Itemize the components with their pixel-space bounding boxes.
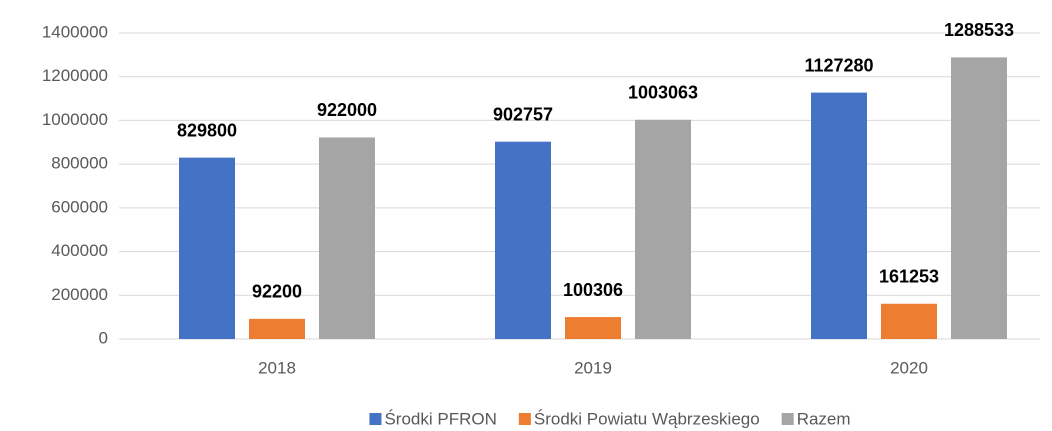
data-label: 922000 [317, 100, 377, 120]
x-tick-label: 2018 [258, 358, 296, 377]
y-tick-label: 1200000 [42, 66, 108, 85]
bar [635, 119, 691, 339]
bar [811, 92, 867, 340]
bar [881, 303, 937, 339]
bar [495, 141, 551, 339]
legend-label: Razem [797, 409, 851, 428]
x-tick-label: 2020 [890, 358, 928, 377]
data-label: 1127280 [804, 55, 873, 75]
bar [179, 157, 235, 339]
bar [319, 137, 375, 339]
y-tick-label: 400000 [51, 241, 108, 260]
data-label: 92200 [252, 282, 302, 302]
data-label: 1288533 [944, 20, 1014, 40]
data-label: 902757 [493, 104, 553, 124]
legend: Środki PFRON Środki Powiatu Wąbrzeskiego R… [369, 409, 851, 428]
data-label: 829800 [177, 120, 237, 140]
data-label: 161253 [879, 267, 939, 287]
y-tick-label: 600000 [51, 197, 108, 216]
y-tick-label: 800000 [51, 154, 108, 173]
legend-label: Środki PFRON [384, 409, 496, 428]
legend-swatch [518, 413, 531, 425]
y-tick-label: 1000000 [42, 110, 108, 129]
x-tick-label: 2019 [574, 358, 612, 377]
y-tick-label: 200000 [51, 285, 108, 304]
legend-swatch [781, 413, 794, 425]
bar [951, 57, 1007, 340]
data-label: 1003063 [628, 83, 698, 103]
data-label: 100306 [563, 280, 623, 300]
legend-swatch [369, 413, 382, 425]
legend-label: Środki Powiatu Wąbrzeskiego [534, 409, 760, 428]
y-tick-label: 1400000 [42, 22, 108, 41]
y-tick-label: 0 [99, 328, 108, 347]
bar [249, 318, 305, 339]
bar [565, 317, 621, 339]
